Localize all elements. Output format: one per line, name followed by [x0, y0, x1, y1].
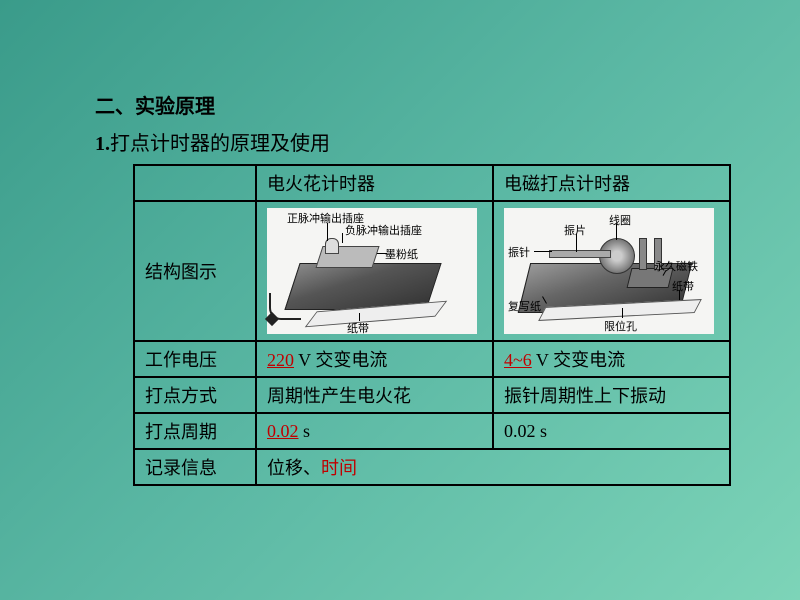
label-carbon: 复写纸: [508, 298, 541, 314]
label-voltage: 工作电压: [134, 341, 256, 377]
voltage-spark-rest: V 交变电流: [294, 350, 387, 370]
voltage-em-rest: V 交变电流: [532, 350, 625, 370]
cell-em-diagram: 线圈 振片 振针 永久磁铁 复写纸 纸带 限位孔: [493, 201, 730, 341]
cell-method-em: 振针周期性上下振动: [493, 377, 730, 413]
row-diagram: 结构图示 正脉冲输出插座 负脉冲输出插座 墨粉纸 纸带: [134, 201, 730, 341]
period-spark-rest: s: [299, 421, 311, 441]
cell-record: 位移、时间: [256, 449, 730, 485]
voltage-220: 220: [267, 350, 294, 370]
record-pre: 位移、: [267, 458, 321, 478]
slide-content: 二、实验原理 1.打点计时器的原理及使用 电火花计时器 电磁打点计时器 结构图示…: [0, 0, 800, 486]
record-time: 时间: [321, 458, 357, 478]
label-tape-1: 纸带: [347, 320, 369, 336]
subsection-heading: 1.打点计时器的原理及使用: [95, 127, 800, 156]
label-diagram: 结构图示: [134, 201, 256, 341]
label-method: 打点方式: [134, 377, 256, 413]
section-heading: 二、实验原理: [95, 90, 800, 119]
spark-timer-diagram: 正脉冲输出插座 负脉冲输出插座 墨粉纸 纸带: [267, 208, 477, 334]
em-timer-diagram: 线圈 振片 振针 永久磁铁 复写纸 纸带 限位孔: [504, 208, 714, 334]
header-em-timer: 电磁打点计时器: [493, 165, 730, 201]
label-needle: 振针: [508, 244, 530, 260]
row-voltage: 工作电压 220 V 交变电流 4~6 V 交变电流: [134, 341, 730, 377]
label-coil: 线圈: [609, 212, 631, 228]
label-record: 记录信息: [134, 449, 256, 485]
cell-method-spark: 周期性产生电火花: [256, 377, 493, 413]
label-reed: 振片: [564, 222, 586, 238]
cell-period-em: 0.02 s: [493, 413, 730, 449]
label-tape-2: 纸带: [672, 278, 694, 294]
label-period: 打点周期: [134, 413, 256, 449]
voltage-4-6: 4~6: [504, 350, 532, 370]
cell-voltage-em: 4~6 V 交变电流: [493, 341, 730, 377]
row-method: 打点方式 周期性产生电火花 振针周期性上下振动: [134, 377, 730, 413]
cell-spark-diagram: 正脉冲输出插座 负脉冲输出插座 墨粉纸 纸带: [256, 201, 493, 341]
cell-period-spark: 0.02 s: [256, 413, 493, 449]
label-neg-pulse: 负脉冲输出插座: [345, 222, 422, 238]
table-header-row: 电火花计时器 电磁打点计时器: [134, 165, 730, 201]
header-empty: [134, 165, 256, 201]
row-period: 打点周期 0.02 s 0.02 s: [134, 413, 730, 449]
label-limit-hole: 限位孔: [604, 318, 637, 334]
cell-voltage-spark: 220 V 交变电流: [256, 341, 493, 377]
subsection-text: 打点计时器的原理及使用: [110, 133, 330, 155]
label-magnet: 永久磁铁: [654, 258, 698, 274]
row-record: 记录信息 位移、时间: [134, 449, 730, 485]
label-ink-paper: 墨粉纸: [385, 246, 418, 262]
comparison-table: 电火花计时器 电磁打点计时器 结构图示 正脉冲输出插座 负脉冲输出插座 墨粉纸: [133, 164, 731, 486]
subsection-number: 1.: [95, 133, 110, 155]
period-002: 0.02: [267, 421, 299, 441]
header-spark-timer: 电火花计时器: [256, 165, 493, 201]
